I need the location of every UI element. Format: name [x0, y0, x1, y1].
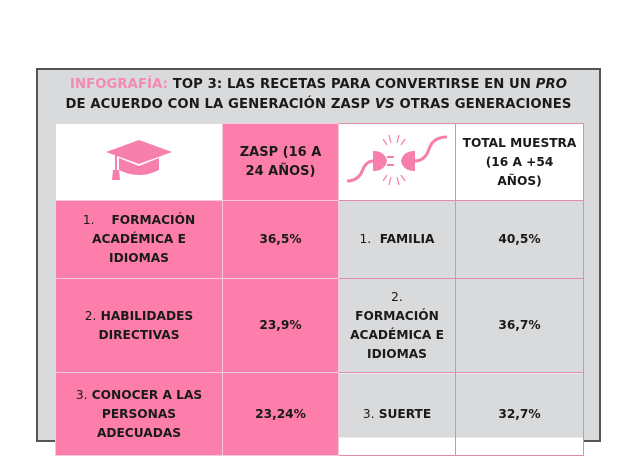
- table-row: 3. CONOCER A LAS PERSONAS ADECUADAS 23,2…: [55, 372, 584, 456]
- table-header-row: ZASP (16 A 24 AÑOS) TOTAL MUESTRA (16 A …: [55, 123, 584, 201]
- header-total: TOTAL MUESTRA (16 A +54 AÑOS): [455, 123, 584, 201]
- total-percent: 36,7%: [455, 278, 584, 373]
- title-line2a: DE ACUERDO CON LA GENERACIÓN ZASP: [65, 97, 371, 112]
- title-italic-vs: VS: [374, 97, 395, 112]
- zasp-item: 1. FORMACIÓN ACADÉMICA E IDIOMAS: [55, 200, 223, 279]
- plug-disconnected-icon: [338, 123, 456, 201]
- graduation-cap-icon: [55, 123, 223, 201]
- zasp-item: 3. CONOCER A LAS PERSONAS ADECUADAS: [55, 372, 223, 456]
- total-percent: 40,5%: [455, 200, 584, 279]
- infographic-title: INFOGRAFÍA: TOP 3: LAS RECETAS PARA CONV…: [36, 75, 601, 115]
- comparison-table: ZASP (16 A 24 AÑOS) TOTAL MUESTRA (16 A …: [55, 123, 584, 456]
- zasp-percent: 36,5%: [222, 200, 339, 279]
- table-row: 2. HABILIDADES DIRECTIVAS 23,9% 2. FORMAC…: [55, 278, 584, 373]
- table-row: 1. FORMACIÓN ACADÉMICA E IDIOMAS 36,5% 1…: [55, 200, 584, 279]
- zasp-percent: 23,9%: [222, 278, 339, 373]
- total-percent: 32,7%: [455, 372, 584, 456]
- title-line2b: OTRAS GENERACIONES: [399, 97, 572, 112]
- zasp-percent: 23,24%: [222, 372, 339, 456]
- title-prefix: INFOGRAFÍA:: [69, 77, 169, 92]
- header-zasp: ZASP (16 A 24 AÑOS): [222, 123, 339, 201]
- title-line1: TOP 3: LAS RECETAS PARA CONVERTIRSE EN U…: [172, 77, 532, 92]
- total-item: 1. FAMILIA: [338, 200, 456, 279]
- total-item: 2. FORMACIÓN ACADÉMICA E IDIOMAS: [338, 278, 456, 373]
- zasp-item: 2. HABILIDADES DIRECTIVAS: [55, 278, 223, 373]
- title-italic-pro: PRO: [535, 77, 568, 92]
- total-item: 3. SUERTE: [338, 372, 456, 456]
